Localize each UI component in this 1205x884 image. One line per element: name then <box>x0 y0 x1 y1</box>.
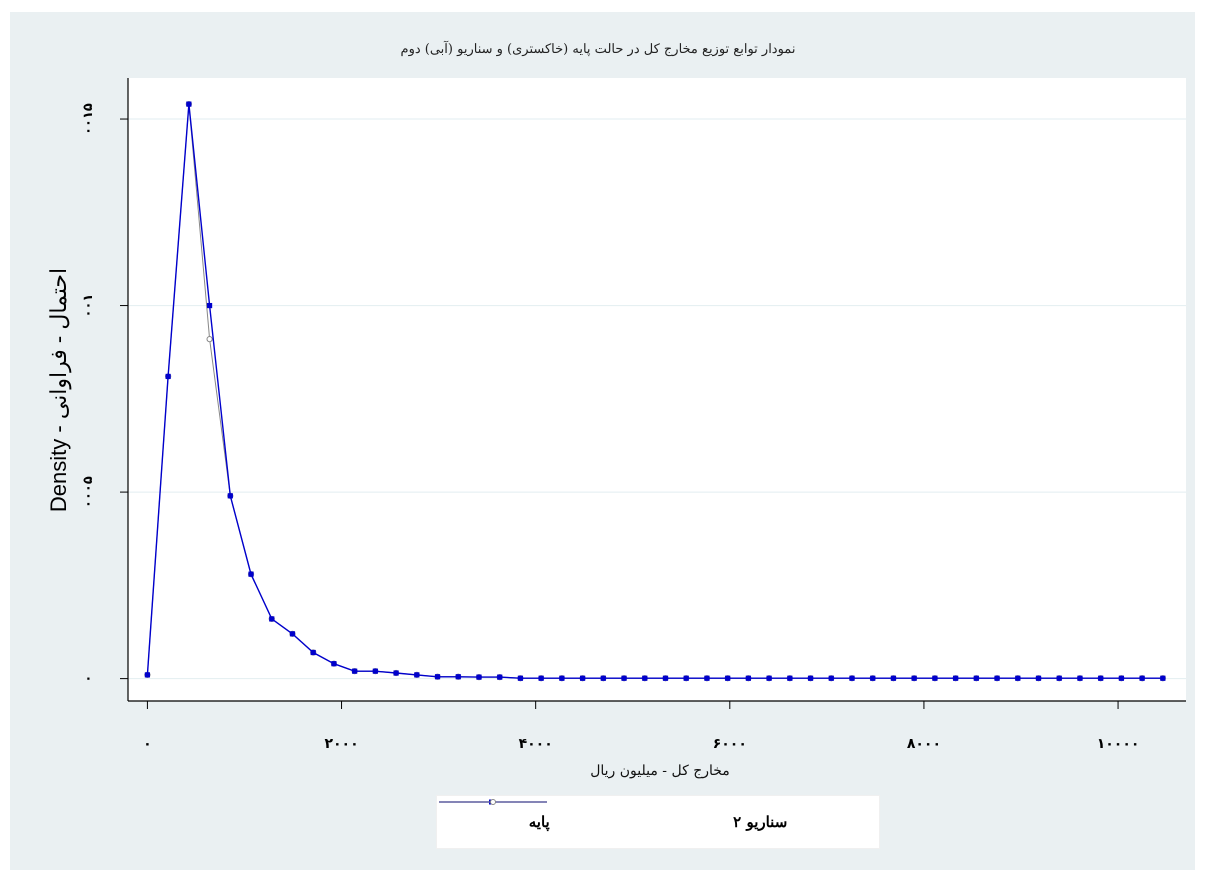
point-scenario <box>165 373 171 380</box>
point-scenario <box>289 631 296 637</box>
point-scenario <box>186 101 192 107</box>
y-tick-label: ۰۰۱ <box>81 294 96 318</box>
point-scenario <box>683 675 689 681</box>
legend-item-scenario: سناریو ۲ <box>439 799 788 831</box>
point-scenario <box>994 675 1000 681</box>
axes <box>127 78 1186 702</box>
point-scenario <box>1160 675 1166 681</box>
point-scenario <box>414 672 420 678</box>
y-axis-label: Density - احتمال - فراوانی <box>46 268 72 512</box>
point-scenario <box>434 674 441 680</box>
point-scenario <box>1035 675 1042 681</box>
point-scenario <box>642 675 648 681</box>
point-scenario <box>745 675 751 681</box>
point-scenario <box>580 675 586 681</box>
point-scenario <box>497 674 503 680</box>
point-scenario <box>227 493 233 499</box>
point-scenario <box>331 661 337 667</box>
point-scenario <box>725 675 731 681</box>
point-scenario <box>890 675 897 681</box>
point-scenario <box>704 675 710 681</box>
legend: سناریو ۲ پایه <box>436 795 880 849</box>
point-scenario <box>559 675 565 681</box>
point-scenario <box>269 616 275 622</box>
series-layer <box>144 101 1166 682</box>
point-scenario <box>828 675 834 681</box>
point-scenario <box>206 302 213 309</box>
point-scenario <box>600 675 606 681</box>
y-tick-label: ۰۰۰۵ <box>81 476 96 508</box>
plot-area <box>128 78 1186 701</box>
point-scenario <box>1139 675 1145 681</box>
x-axis-label: مخارج کل - میلیون ریال <box>590 763 730 779</box>
point-scenario <box>932 675 938 681</box>
legend-label-base: پایه <box>528 813 550 831</box>
point-scenario <box>393 670 399 676</box>
point-scenario <box>870 675 876 681</box>
point-scenario <box>372 668 378 674</box>
point-scenario <box>1118 675 1125 681</box>
point-scenario <box>807 675 814 681</box>
point-scenario <box>953 675 959 681</box>
point-scenario <box>849 675 855 681</box>
point-scenario <box>1015 675 1021 681</box>
legend-swatch-base <box>439 799 547 805</box>
point-scenario <box>144 672 151 678</box>
x-tick-label: ۴۰۰۰ <box>519 736 553 752</box>
point-scenario <box>476 674 482 680</box>
y-tick-label: ۰۰۱۵ <box>81 103 96 135</box>
point-scenario <box>1056 675 1062 681</box>
point-scenario <box>1077 675 1083 681</box>
point-scenario <box>621 675 627 681</box>
point-scenario <box>787 675 793 681</box>
point-scenario <box>973 675 979 681</box>
point-base <box>206 336 213 343</box>
legend-item-base: پایه <box>439 799 550 831</box>
point-scenario <box>766 675 772 681</box>
point-scenario <box>455 674 461 680</box>
point-scenario <box>248 571 254 577</box>
point-scenario <box>352 668 358 674</box>
x-tick-label: ۸۰۰۰ <box>907 736 941 752</box>
series-line-scenario <box>146 104 1163 679</box>
point-scenario <box>662 675 669 681</box>
x-tick-label: ۰ <box>143 736 152 752</box>
legend-label-scenario: سناریو ۲ <box>733 813 788 831</box>
tick-marks: ۰ ۲۰۰۰ ۴۰۰۰ ۶۰۰۰ ۸۰۰۰ ۱۰۰۰۰ ۰ ۰۰۰۵ ۰۰۱ ۰۰۱۵ <box>81 103 1139 752</box>
point-scenario <box>310 649 316 656</box>
y-tick-label: ۰ <box>81 675 96 683</box>
point-scenario <box>1098 675 1104 681</box>
point-scenario <box>911 675 917 681</box>
x-tick-label: ۶۰۰۰ <box>713 736 747 752</box>
chart-title: نمودار توابع توزیع مخارج کل در حالت پایه… <box>401 40 796 57</box>
x-tick-label: ۱۰۰۰۰ <box>1097 736 1140 752</box>
point-scenario <box>538 675 544 681</box>
point-scenario <box>517 675 524 681</box>
x-tick-label: ۲۰۰۰ <box>324 736 358 752</box>
